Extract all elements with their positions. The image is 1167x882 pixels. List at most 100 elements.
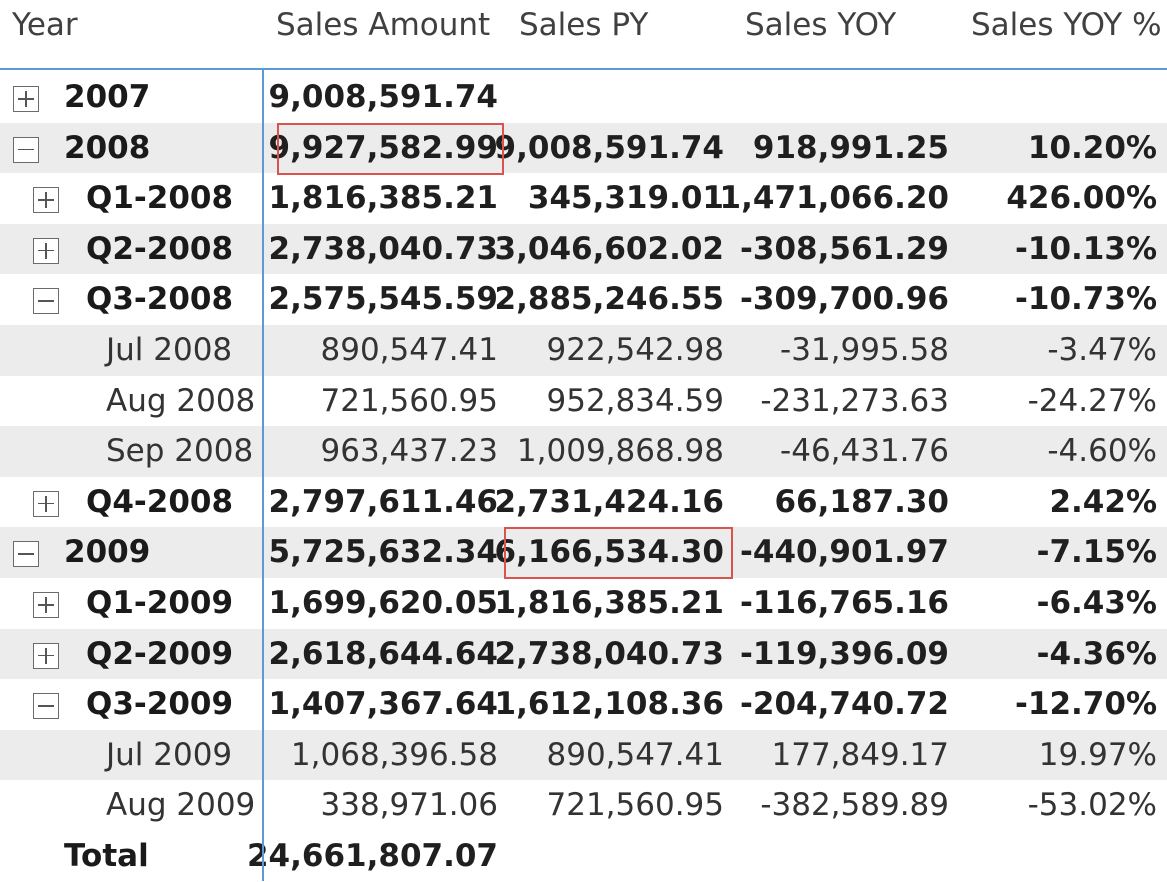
- cell-sales-py: 2,738,040.73: [494, 635, 724, 672]
- cell-sales-yoy: -382,589.89: [760, 787, 949, 824]
- row-label: Q1-2009: [86, 585, 234, 621]
- table-row[interactable]: Q3-2008 2,575,545.59 2,885,246.55 -309,700.…: [0, 274, 1167, 325]
- row-label: Sep 2008: [106, 433, 254, 470]
- row-label: Aug 2008: [106, 382, 256, 419]
- cell-sales-amount: 1,068,396.58: [290, 736, 498, 773]
- cell-sales-amount: 2,738,040.73: [268, 230, 498, 267]
- column-header-sales-yoy-pct[interactable]: Sales YOY %: [971, 7, 1162, 43]
- table-row[interactable]: Q2-2008 2,738,040.73 3,046,602.02 -308,561.…: [0, 223, 1167, 275]
- cell-sales-amount: 1,699,620.05: [268, 585, 498, 621]
- collapse-icon[interactable]: [33, 693, 59, 720]
- table-row[interactable]: Aug 2009 338,971.06 721,560.95 -382,589.89 -…: [0, 780, 1167, 831]
- cell-sales-yoy-pct: 2.42%: [1049, 483, 1157, 520]
- cell-sales-yoy: 1,471,066.20: [719, 180, 949, 217]
- row-label: 2009: [64, 534, 151, 571]
- cell-sales-py: 1,009,868.98: [516, 433, 724, 470]
- cell-sales-yoy-pct: -10.13%: [1015, 230, 1157, 267]
- cell-sales-yoy-pct: -7.15%: [1036, 534, 1157, 571]
- header-divider: [506, 70, 507, 72]
- cell-sales-yoy-pct: -4.60%: [1047, 433, 1157, 470]
- cell-sales-amount: 1,407,367.64: [268, 686, 498, 723]
- cell-sales-yoy: 66,187.30: [774, 483, 949, 520]
- row-label: 2007: [64, 79, 151, 115]
- cell-sales-amount: 1,816,385.21: [268, 180, 498, 217]
- cell-sales-yoy: 918,991.25: [752, 129, 949, 166]
- expand-icon[interactable]: [33, 187, 59, 214]
- table-row[interactable]: Aug 2008 721,560.95 952,834.59 -231,273.63 -…: [0, 376, 1167, 427]
- table-row[interactable]: 2008 9,927,582.99 9,008,591.74 918,991.25 10…: [0, 122, 1167, 174]
- highlight-box: [277, 122, 504, 175]
- column-header-sales-amount[interactable]: Sales Amount: [276, 7, 491, 43]
- cell-sales-yoy: -204,740.72: [740, 686, 949, 723]
- cell-sales-py: 1,816,385.21: [494, 585, 724, 621]
- row-label: Q4-2008: [86, 483, 234, 520]
- cell-sales-py: 721,560.95: [546, 787, 725, 824]
- row-header-divider: [262, 70, 264, 881]
- cell-sales-py: 2,731,424.16: [494, 483, 724, 520]
- expand-icon[interactable]: [33, 642, 59, 669]
- cell-sales-amount: 2,575,545.59: [268, 281, 498, 318]
- cell-sales-yoy-pct: -6.43%: [1036, 585, 1157, 621]
- cell-sales-yoy: -116,765.16: [740, 585, 949, 621]
- cell-sales-yoy: 177,849.17: [771, 736, 950, 773]
- cell-sales-yoy: -31,995.58: [780, 332, 949, 368]
- cell-sales-py: 890,547.41: [546, 736, 725, 773]
- cell-sales-yoy-pct: -3.47%: [1047, 332, 1157, 368]
- table-row[interactable]: Jul 2009 1,068,396.58 890,547.41 177,849.17…: [0, 729, 1167, 781]
- row-label: Q3-2008: [86, 281, 234, 318]
- header-divider: [732, 70, 733, 72]
- table-row[interactable]: Q4-2008 2,797,611.46 2,731,424.16 66,187.30…: [0, 477, 1167, 528]
- row-label: Q2-2009: [86, 635, 234, 672]
- cell-sales-yoy-pct: -4.36%: [1036, 635, 1157, 672]
- table-row[interactable]: Sep 2008 963,437.23 1,009,868.98 -46,431.76…: [0, 426, 1167, 477]
- collapse-icon[interactable]: [13, 541, 39, 568]
- table-row[interactable]: Jul 2008 890,547.41 922,542.98 -31,995.58 -3…: [0, 325, 1167, 376]
- collapse-icon[interactable]: [13, 136, 39, 163]
- cell-sales-amount: 24,661,807.07: [246, 838, 498, 874]
- row-label: Q2-2008: [86, 230, 234, 267]
- table-row[interactable]: Q1-2008 1,816,385.21 345,319.01 1,471,066.2…: [0, 173, 1167, 224]
- cell-sales-yoy-pct: -24.27%: [1027, 382, 1157, 419]
- table-row[interactable]: Q2-2009 2,618,644.64 2,738,040.73 -119,396.…: [0, 628, 1167, 680]
- row-label: Aug 2009: [106, 787, 256, 824]
- cell-sales-yoy-pct: 426.00%: [1006, 180, 1157, 217]
- table-row[interactable]: 2009 5,725,632.34 6,166,534.30 -440,901.97 -…: [0, 527, 1167, 578]
- cell-sales-py: 3,046,602.02: [494, 230, 724, 267]
- cell-sales-yoy-pct: 10.20%: [1027, 129, 1157, 166]
- expand-icon[interactable]: [33, 490, 59, 517]
- row-label: Jul 2008: [106, 332, 233, 368]
- expand-icon[interactable]: [33, 237, 59, 264]
- cell-sales-amount: 9,927,582.99: [268, 129, 498, 166]
- row-label: Q3-2009: [86, 686, 234, 723]
- column-header-sales-py[interactable]: Sales PY: [519, 7, 649, 43]
- expand-icon[interactable]: [13, 86, 39, 112]
- cell-sales-yoy-pct: -10.73%: [1015, 281, 1157, 318]
- cell-sales-yoy: -308,561.29: [740, 230, 949, 267]
- cell-sales-amount: 5,725,632.34: [268, 534, 498, 571]
- matrix-header: Year Sales Amount Sales PY Sales YOY Sal…: [0, 0, 1167, 70]
- row-label: Q1-2008: [86, 180, 234, 217]
- expand-icon[interactable]: [33, 592, 59, 618]
- cell-sales-yoy-pct: 19.97%: [1038, 736, 1157, 773]
- cell-sales-py: 9,008,591.74: [494, 129, 724, 166]
- highlight-box: [504, 527, 733, 580]
- cell-sales-amount: 338,971.06: [320, 787, 499, 824]
- row-label: Jul 2009: [106, 736, 233, 773]
- cell-sales-amount: 890,547.41: [320, 332, 499, 368]
- row-label: 2008: [64, 129, 151, 166]
- row-label: Total: [64, 838, 149, 874]
- cell-sales-py: 952,834.59: [546, 382, 725, 419]
- cell-sales-yoy-pct: -12.70%: [1015, 686, 1157, 723]
- cell-sales-amount: 963,437.23: [320, 433, 499, 470]
- collapse-icon[interactable]: [33, 288, 59, 315]
- cell-sales-yoy: -119,396.09: [740, 635, 949, 672]
- cell-sales-amount: 9,008,591.74: [268, 79, 498, 115]
- table-row[interactable]: 2007 9,008,591.74: [0, 72, 1167, 123]
- cell-sales-amount: 721,560.95: [320, 382, 499, 419]
- column-header-year[interactable]: Year: [12, 7, 78, 43]
- cell-sales-amount: 2,797,611.46: [268, 483, 498, 520]
- total-row[interactable]: Total 24,661,807.07: [0, 831, 1167, 882]
- table-row[interactable]: Q3-2009 1,407,367.64 1,612,108.36 -204,740.…: [0, 679, 1167, 730]
- table-row[interactable]: Q1-2009 1,699,620.05 1,816,385.21 -116,765.…: [0, 578, 1167, 629]
- column-header-sales-yoy[interactable]: Sales YOY: [745, 7, 897, 43]
